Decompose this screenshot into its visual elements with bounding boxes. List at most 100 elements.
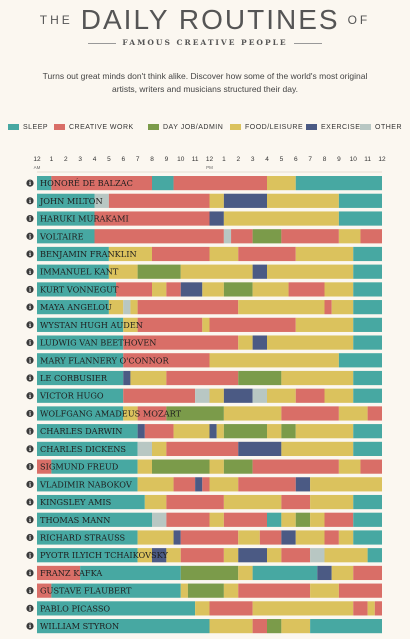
bar-segment-food [209,388,224,403]
person-row[interactable]: i PABLO PICASSO [26,601,382,616]
bar-segment-food [338,406,368,421]
person-row[interactable]: i WYSTAN HUGH AUDEN [26,317,382,332]
person-row[interactable]: i FRANZ KAFKA [26,565,382,581]
info-icon[interactable]: i [26,604,34,613]
info-icon[interactable]: i [26,232,34,241]
info-icon[interactable]: i [26,197,34,205]
bar-segment-dayjob [281,424,296,439]
person-row[interactable]: i LE CORBUSIER [26,370,382,386]
info-icon[interactable]: i [26,498,34,506]
title-main: DAILY ROUTINES [80,4,340,35]
info-icon[interactable]: i [26,179,34,188]
person-row[interactable]: i GUSTAVE FLAUBERT [26,583,382,598]
person-row[interactable]: i CHARLES DARWIN [26,424,382,439]
person-row[interactable]: i MARY FLANNERY O'CONNOR [26,353,382,368]
person-row[interactable]: i WILLIAM STYRON [26,619,382,634]
info-icon[interactable]: i [26,321,34,329]
person-row[interactable]: i VLADIMIR NABOKOV [26,477,382,492]
info-icon[interactable]: i [26,250,34,258]
person-name: PABLO PICASSO [40,603,110,613]
person-row[interactable]: i WOLFGANG AMADEUS MOZART [26,406,382,421]
bar-segment-sleep [353,494,382,510]
x-tick-label: 1 [50,156,54,163]
info-icon[interactable]: i [26,463,34,471]
info-icon[interactable]: i [26,409,34,418]
info-icon[interactable]: i [26,551,34,560]
info-icon[interactable]: i [26,622,34,631]
bar-segment-creative [324,300,332,315]
bar-segment-exercise [252,264,267,279]
bar-segment-creative [108,193,210,208]
person-row[interactable]: i CHARLES DICKENS [26,441,382,456]
bar-segment-sleep [295,176,382,191]
bar-segment-creative [166,441,239,456]
info-icon[interactable]: i [26,533,34,542]
bar-segment-creative [144,424,174,439]
bar-segment-food [324,388,354,403]
info-icon[interactable]: i [26,392,34,400]
person-row[interactable]: i JOHN MILTON [26,193,382,208]
info-icon-glyph: i [29,270,31,276]
info-icon-circle [26,533,34,542]
bar-segment-food [267,335,354,350]
info-icon-glyph: i [29,234,31,240]
bar-segment-food [180,264,253,279]
legend-swatch-dayjob [148,124,159,131]
person-row[interactable]: i IMMANUEL KANT [26,264,382,279]
bar-segment-exercise [295,477,311,492]
person-row[interactable]: i KURT VONNEGUT [26,282,382,297]
info-icon[interactable]: i [26,338,34,347]
bar-segment-other [310,548,325,563]
bar-segment-sleep [37,300,109,315]
info-icon[interactable]: i [26,587,34,595]
person-row[interactable]: i PYOTR ILYICH TCHAIKOVSKY [26,548,382,563]
person-row[interactable]: i HARUKI MURAKAMI [26,211,382,226]
info-icon[interactable]: i [26,214,34,223]
bar-segment-dayjob [152,459,210,474]
info-icon-circle [26,569,34,577]
bar-segment-food [295,530,325,545]
info-icon[interactable]: i [26,569,34,577]
info-icon[interactable]: i [26,303,34,312]
bar-segment-other [94,193,109,208]
person-row[interactable]: i MAYA ANGELOU [26,300,382,315]
info-icon-glyph: i [29,518,31,524]
info-icon[interactable]: i [26,480,34,489]
person-row[interactable]: i RICHARD STRAUSS [26,530,382,545]
bar-segment-sleep [37,229,95,244]
bar-segment-food [252,601,354,616]
person-row[interactable]: i LUDWIG VAN BEETHOVEN [26,335,382,350]
person-row[interactable]: i KINGSLEY AMIS [26,494,382,510]
bar-segment-food [324,548,368,563]
bar-segment-other [137,441,152,456]
x-tick-label: 6 [294,156,298,163]
person-row[interactable]: i VOLTAIRE [26,229,382,244]
person-row[interactable]: i THOMAS MANN [26,512,382,527]
x-tick-label: 1 [222,156,226,163]
person-row[interactable]: i BENJAMIN FRANKLIN [26,246,382,262]
person-name: SIGMUND FREUD [40,462,119,472]
bar-segment-sleep [37,264,109,279]
person-row[interactable]: i VICTOR HUGO [26,388,382,403]
person-row[interactable]: i SIGMUND FREUD [26,459,382,474]
x-tick-label: 12 [206,156,214,163]
person-row[interactable]: i HONORÉ DE BALZAC [26,176,382,191]
info-icon[interactable]: i [26,285,34,294]
bar-segment-food [267,176,296,191]
person-name: LE CORBUSIER [40,373,108,383]
bar-segment-creative [238,246,296,262]
bar-segment-sleep [267,512,282,527]
info-icon-circle [26,604,34,612]
info-icon-circle [26,374,34,382]
info-icon[interactable]: i [26,268,34,276]
info-icon[interactable]: i [26,356,34,365]
bar-segment-food [295,246,354,262]
info-icon[interactable]: i [26,445,34,453]
info-icon[interactable]: i [26,427,34,436]
bar-segment-food [281,512,296,527]
bar-segment-food [310,494,354,510]
info-icon[interactable]: i [26,374,34,382]
bar-segment-creative [231,229,253,244]
info-icon-circle [26,197,34,205]
info-icon[interactable]: i [26,516,34,524]
